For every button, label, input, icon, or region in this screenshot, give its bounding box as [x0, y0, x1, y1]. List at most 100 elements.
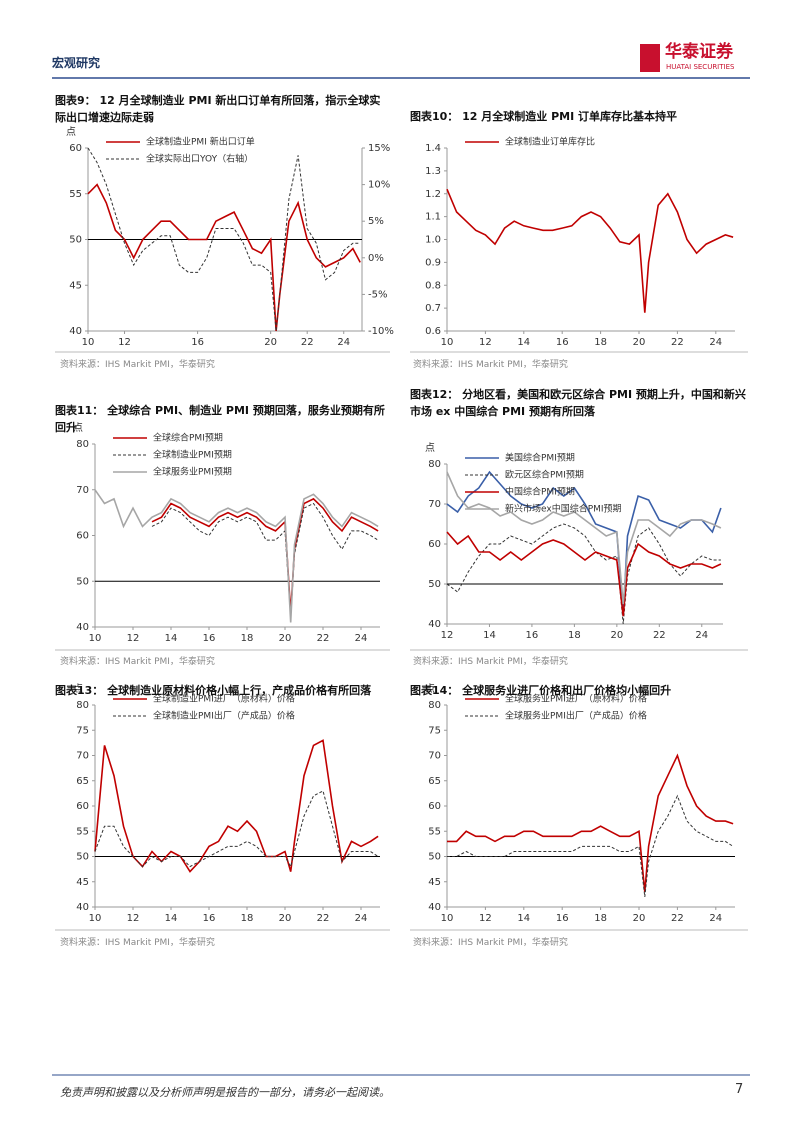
x-tick-label: 14	[517, 337, 530, 348]
y2-tick-label: -10%	[368, 326, 394, 337]
y-tick-label: 55	[428, 826, 441, 837]
chart-title: 图表12： 分地区看，美国和欧元区综合 PMI 预期上升，中国和新兴市场 ex …	[410, 388, 746, 418]
legend-label: 全球制造业PMI 新出口订单	[146, 136, 255, 148]
series-line	[151, 502, 379, 618]
chart-title: 图表10： 12 月全球制造业 PMI 订单库存比基本持平	[410, 110, 678, 123]
series-line	[447, 753, 734, 892]
legend-label: 全球制造业PMI出厂（产成品）价格	[153, 710, 295, 722]
x-tick-label: 20	[279, 913, 292, 924]
y-tick-label: 60	[428, 801, 441, 812]
y-tick-label: 55	[76, 826, 89, 837]
x-tick-label: 16	[526, 630, 539, 641]
y2-tick-label: 5%	[368, 216, 384, 227]
series-line	[87, 183, 361, 332]
unit-label: 点	[425, 442, 435, 454]
x-tick-label: 12	[479, 337, 492, 348]
legend-label: 全球服务业PMI预期	[153, 466, 232, 478]
y-tick-label: 70	[428, 751, 441, 762]
x-tick-label: 20	[633, 913, 646, 924]
source: 资料来源：IHS Markit PMI，华泰研究	[413, 657, 568, 667]
series-line	[446, 531, 722, 617]
x-tick-label: 18	[241, 633, 254, 644]
y2-tick-label: 15%	[368, 143, 390, 154]
logo-icon	[640, 44, 660, 72]
series-line	[94, 489, 379, 623]
y-tick-label: 45	[428, 877, 441, 888]
legend-label: 新兴市场ex中国综合PMI预期	[505, 503, 622, 515]
y-tick-label: 50	[428, 579, 441, 590]
x-tick-label: 16	[556, 337, 569, 348]
legend-label: 全球服务业PMI出厂（产成品）价格	[505, 710, 647, 722]
disclaimer: 免责声明和披露以及分析师声明是报告的一部分，请务必一起阅读。	[60, 1086, 390, 1099]
y-tick-label: 60	[76, 531, 89, 542]
x-tick-label: 20	[633, 337, 646, 348]
legend-label: 全球制造业PMI进厂（原材料）价格	[153, 693, 295, 705]
y-tick-label: 60	[69, 143, 82, 154]
series-line	[447, 794, 734, 897]
x-tick-label: 20	[279, 633, 292, 644]
x-tick-label: 22	[671, 913, 684, 924]
y-tick-label: 75	[76, 725, 89, 736]
x-tick-label: 12	[127, 633, 140, 644]
y-tick-label: 0.9	[425, 257, 441, 268]
series-line	[151, 497, 379, 614]
unit-label: 点	[425, 683, 435, 695]
y2-tick-label: 10%	[368, 180, 390, 191]
x-tick-label: 22	[671, 337, 684, 348]
unit-label: 点	[73, 422, 83, 434]
y-tick-label: 80	[428, 700, 441, 711]
legend-label: 全球综合PMI预期	[153, 432, 223, 444]
x-tick-label: 10	[89, 633, 102, 644]
y-tick-label: 45	[76, 877, 89, 888]
x-tick-label: 20	[610, 630, 623, 641]
x-tick-label: 16	[191, 337, 204, 348]
series-line	[446, 188, 734, 313]
y-tick-label: 40	[428, 619, 441, 630]
y-tick-label: 50	[76, 576, 89, 587]
y-tick-label: 40	[76, 902, 89, 913]
chart-title: 图表13： 全球制造业原材料价格小幅上行，产成品价格有所回落	[55, 684, 372, 697]
legend-label: 全球服务业PMI进厂（原材料）价格	[505, 693, 647, 705]
y-tick-label: 50	[428, 852, 441, 863]
y-tick-label: 1.2	[425, 189, 441, 200]
x-tick-label: 24	[355, 633, 368, 644]
series-line	[446, 470, 722, 617]
section: 宏观研究	[52, 56, 101, 70]
x-tick-label: 10	[441, 913, 454, 924]
y-tick-label: 0.7	[425, 303, 441, 314]
y-tick-label: 70	[428, 499, 441, 510]
y-tick-label: 70	[76, 485, 89, 496]
x-tick-label: 24	[695, 630, 708, 641]
legend-label: 中国综合PMI预期	[505, 486, 575, 498]
x-tick-label: 22	[653, 630, 666, 641]
source: 资料来源：IHS Markit PMI，华泰研究	[413, 938, 568, 948]
x-tick-label: 14	[483, 630, 496, 641]
x-tick-label: 24	[337, 337, 350, 348]
page-number: 7	[735, 1082, 744, 1097]
x-tick-label: 22	[317, 633, 330, 644]
x-tick-label: 20	[264, 337, 277, 348]
legend-label: 全球实际出口YOY（右轴）	[146, 153, 253, 165]
series-line	[446, 523, 721, 625]
y2-tick-label: 0%	[368, 253, 384, 264]
legend-label: 欧元区综合PMI预期	[505, 469, 584, 481]
x-tick-label: 22	[317, 913, 330, 924]
x-tick-label: 16	[556, 913, 569, 924]
y-tick-label: 80	[76, 700, 89, 711]
y-tick-label: 80	[76, 439, 89, 450]
chart-title: 图表9： 12 月全球制造业 PMI 新出口订单有所回落，指示全球实际出口增速边…	[55, 94, 381, 124]
y-tick-label: 65	[428, 776, 441, 787]
y-tick-label: 1.0	[425, 235, 441, 246]
y2-tick-label: -5%	[368, 289, 387, 300]
y-tick-label: 55	[69, 189, 82, 200]
y-tick-label: 0.8	[425, 280, 441, 291]
x-tick-label: 24	[709, 337, 722, 348]
x-tick-label: 14	[165, 913, 178, 924]
y-tick-label: 50	[76, 852, 89, 863]
y-tick-label: 1.3	[425, 166, 441, 177]
y-tick-label: 60	[428, 539, 441, 550]
x-tick-label: 14	[165, 633, 178, 644]
series-line	[446, 471, 722, 605]
logo-sub: HUATAI SECURITIES	[666, 63, 735, 71]
